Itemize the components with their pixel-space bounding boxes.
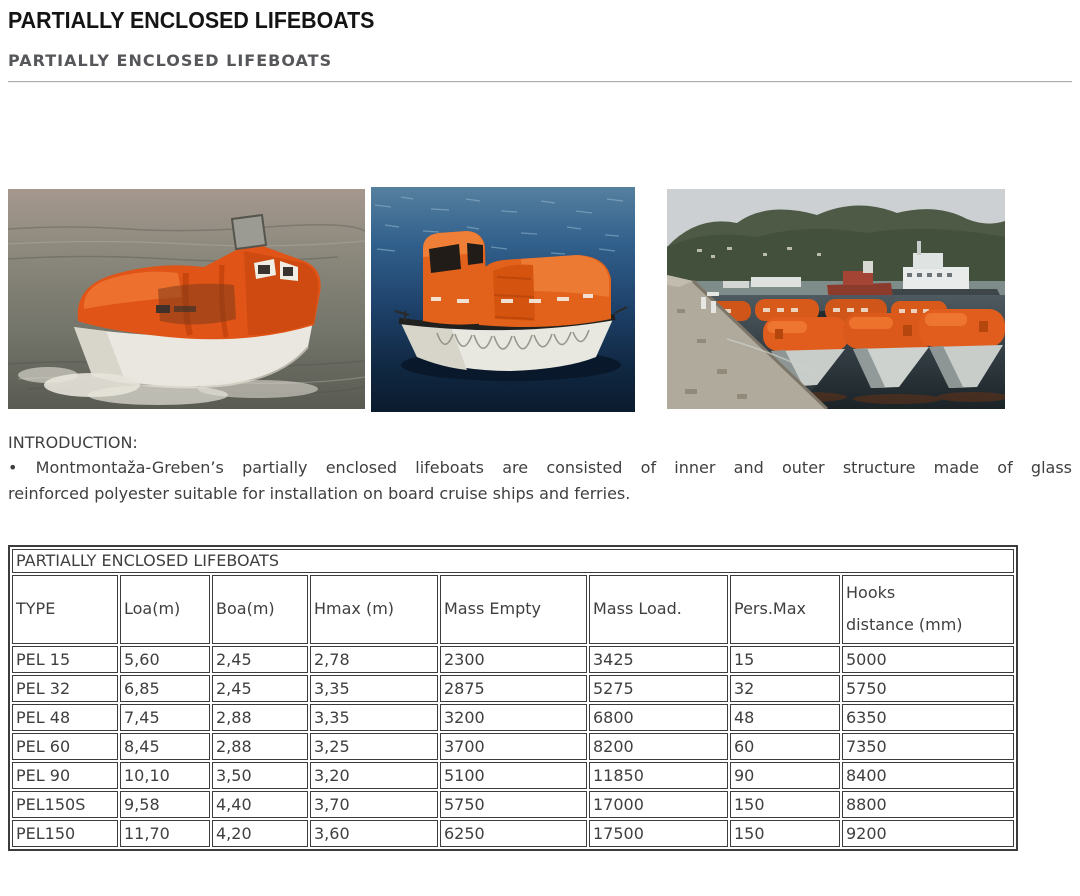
table-cell: 5100 — [440, 762, 587, 789]
boat — [394, 231, 628, 371]
table-cell: 3,20 — [310, 762, 438, 789]
table-cell: 5750 — [440, 791, 587, 818]
lifeboats-front-row — [763, 309, 1005, 395]
photo-row — [8, 187, 1072, 412]
table-cell: 8,45 — [120, 733, 210, 760]
table-cell: PEL150 — [12, 820, 118, 847]
table-cell: 17500 — [589, 820, 728, 847]
table-cell: 5,60 — [120, 646, 210, 673]
table-cell: 2875 — [440, 675, 587, 702]
table-cell: 4,20 — [212, 820, 308, 847]
table-cell: 3700 — [440, 733, 587, 760]
table-cell: 2,88 — [212, 733, 308, 760]
table-cell: 2,45 — [212, 646, 308, 673]
table-row: PEL 90 10,10 3,50 3,20 5100 11850 90 840… — [12, 762, 1015, 789]
table-row: PEL 15 5,60 2,45 2,78 2300 3425 15 5000 — [12, 646, 1015, 673]
lifeboat-specs-table: PARTIALLY ENCLOSED LIFEBOATS TYPE Loa(m)… — [8, 545, 1019, 851]
table-cell: PEL150S — [12, 791, 118, 818]
table-cell: 6,85 — [120, 675, 210, 702]
rope-festoons — [436, 329, 590, 350]
table-cell: 32 — [730, 675, 840, 702]
table-cell: 5000 — [842, 646, 1015, 673]
column-header-hooks-distance: Hooks distance (mm) — [842, 575, 1015, 644]
lifeboat-photo-side-view — [371, 187, 635, 412]
table-cell: PEL 15 — [12, 646, 118, 673]
bow-wake — [18, 367, 318, 405]
table-cell: 150 — [730, 820, 840, 847]
table-row: PEL 60 8,45 2,88 3,25 3700 8200 60 7350 — [12, 733, 1015, 760]
table-cell: 2300 — [440, 646, 587, 673]
table-cell: 3200 — [440, 704, 587, 731]
introduction-heading: INTRODUCTION: — [8, 433, 138, 452]
table-cell: 3,35 — [310, 704, 438, 731]
section-title: PARTIALLY ENCLOSED LIFEBOATS — [8, 51, 333, 70]
table-cell: 60 — [730, 733, 840, 760]
column-header-hmax: Hmax (m) — [310, 575, 438, 644]
table-cell: PEL 32 — [12, 675, 118, 702]
table-cell: 11850 — [589, 762, 728, 789]
lifeboat-photo-1-graphic — [8, 189, 365, 409]
table-cell: 3,70 — [310, 791, 438, 818]
table-cell: 10,10 — [120, 762, 210, 789]
table-cell: 2,45 — [212, 675, 308, 702]
table-cell: 9,58 — [120, 791, 210, 818]
column-header-loa: Loa(m) — [120, 575, 210, 644]
table-cell: 11,70 — [120, 820, 210, 847]
table-cell: 15 — [730, 646, 840, 673]
column-header-boa: Boa(m) — [212, 575, 308, 644]
table-cell: 2,88 — [212, 704, 308, 731]
table-cell: 8200 — [589, 733, 728, 760]
table-cell: 7350 — [842, 733, 1015, 760]
column-header-pers-max: Pers.Max — [730, 575, 840, 644]
lifeboats-harbour-photo — [667, 189, 1005, 409]
lifeboat-photo-front-quarter — [8, 189, 365, 409]
introduction-bullet-line2: reinforced polyester suitable for instal… — [8, 484, 631, 503]
divider-rule — [8, 81, 1072, 83]
table-cell: 6250 — [440, 820, 587, 847]
lifeboat-photo-3-graphic — [667, 189, 1005, 409]
table-cell: 8800 — [842, 791, 1015, 818]
table-cell: PEL 60 — [12, 733, 118, 760]
table-cell: 6800 — [589, 704, 728, 731]
table-cell: 3,60 — [310, 820, 438, 847]
table-cell: 90 — [730, 762, 840, 789]
table-cell: 7,45 — [120, 704, 210, 731]
table-cell: 48 — [730, 704, 840, 731]
table-cell: 3,50 — [212, 762, 308, 789]
table-title: PARTIALLY ENCLOSED LIFEBOATS — [12, 549, 1015, 573]
table-cell: 4,40 — [212, 791, 308, 818]
table-title-row: PARTIALLY ENCLOSED LIFEBOATS — [12, 549, 1015, 573]
column-header-mass-load: Mass Load. — [589, 575, 728, 644]
table-cell: 6350 — [842, 704, 1015, 731]
table-row: PEL150 11,70 4,20 3,60 6250 17500 150 92… — [12, 820, 1015, 847]
table-cell: 2,78 — [310, 646, 438, 673]
table-header-row: TYPE Loa(m) Boa(m) Hmax (m) Mass Empty M… — [12, 575, 1015, 644]
introduction-bullet-line1: • Montmontaža-Greben’s partially enclose… — [8, 458, 1072, 477]
table-row: PEL150S 9,58 4,40 3,70 5750 17000 150 88… — [12, 791, 1015, 818]
lifeboat-photo-2-graphic — [371, 187, 635, 412]
quay — [667, 275, 829, 409]
table-cell: PEL 48 — [12, 704, 118, 731]
table-cell: 3425 — [589, 646, 728, 673]
page-title: PARTIALLY ENCLOSED LIFEBOATS — [8, 7, 375, 33]
column-header-type: TYPE — [12, 575, 118, 644]
table-cell: 5275 — [589, 675, 728, 702]
table-cell: 8400 — [842, 762, 1015, 789]
lifeboats-back-row — [693, 299, 947, 321]
table-cell: 3,35 — [310, 675, 438, 702]
table-cell: 5750 — [842, 675, 1015, 702]
column-header-mass-empty: Mass Empty — [440, 575, 587, 644]
table-row: PEL 48 7,45 2,88 3,35 3200 6800 48 6350 — [12, 704, 1015, 731]
table-cell: 17000 — [589, 791, 728, 818]
table-cell: 3,25 — [310, 733, 438, 760]
table-cell: PEL 90 — [12, 762, 118, 789]
table-cell: 150 — [730, 791, 840, 818]
table-row: PEL 32 6,85 2,45 3,35 2875 5275 32 5750 — [12, 675, 1015, 702]
table-cell: 9200 — [842, 820, 1015, 847]
